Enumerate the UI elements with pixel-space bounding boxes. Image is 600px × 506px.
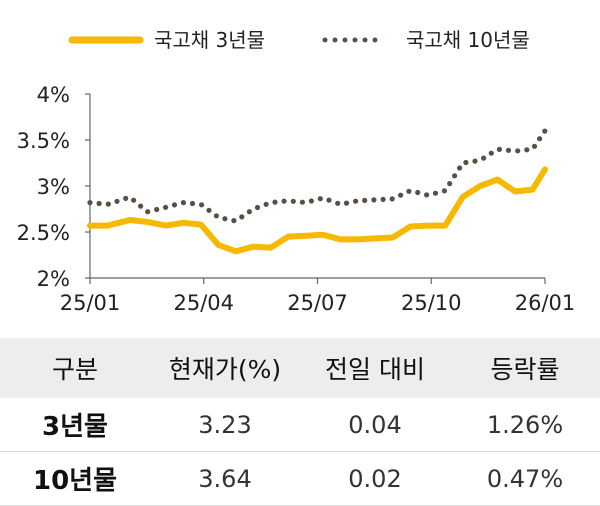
series-dot <box>272 199 278 205</box>
legend: 국고채 3년물 국고채 10년물 <box>68 28 530 52</box>
x-tick-label: 25/04 <box>173 291 234 315</box>
series-dot <box>531 143 538 149</box>
series-line-3y <box>87 166 548 255</box>
header-price: 현재가(%) <box>150 338 300 398</box>
series-layer <box>87 128 548 255</box>
row-label: 10년물 <box>0 451 150 506</box>
legend-label-10y: 국고채 10년물 <box>406 28 530 52</box>
series-dot <box>299 199 305 205</box>
table-row-3y: 3년물 3.23 0.04 1.26% <box>0 398 600 452</box>
series-dot <box>114 198 120 204</box>
series-dot <box>447 181 453 187</box>
series-dot <box>263 201 269 207</box>
series-dot <box>281 198 287 204</box>
series-dot <box>213 213 219 219</box>
series-dot <box>317 196 323 202</box>
x-tick-label: 25/01 <box>60 291 121 315</box>
series-dot <box>406 188 412 194</box>
y-tick-label: 2% <box>37 267 70 291</box>
series-dot <box>463 159 469 166</box>
series-dot <box>424 192 430 198</box>
series-dot <box>199 202 205 208</box>
series-dot <box>96 200 102 207</box>
series-dot <box>123 195 129 201</box>
series-dot <box>488 150 494 156</box>
series-dot <box>515 148 521 154</box>
series-dot <box>472 158 478 164</box>
series-dot <box>452 173 458 179</box>
series-dots-10y <box>87 128 548 224</box>
series-dot <box>222 216 228 222</box>
series-dot <box>290 198 296 204</box>
series-dot <box>398 192 404 198</box>
series-dot <box>246 209 252 215</box>
series-dot <box>481 155 487 161</box>
series-dot <box>353 198 359 204</box>
y-tick-label: 2.5% <box>17 221 70 245</box>
series-dot <box>171 202 178 208</box>
x-tick-label: 25/07 <box>287 291 348 315</box>
series-dot <box>524 147 530 153</box>
cell-price: 3.23 <box>150 398 300 452</box>
series-dot <box>189 200 196 207</box>
series-dot <box>415 189 421 196</box>
series-dot <box>206 207 212 213</box>
table-header-row: 구분 현재가(%) 전일 대비 등락률 <box>0 338 600 398</box>
cell-price: 3.64 <box>150 451 300 506</box>
bond-yield-chart: 국고채 3년물 국고채 10년물 4%3.5%3%2.5%2% 25/01 25/… <box>17 28 576 315</box>
series-dot <box>542 128 548 134</box>
series-dot <box>432 190 439 196</box>
series-dot <box>154 206 160 213</box>
header-category: 구분 <box>0 338 150 398</box>
cell-rate: 1.26% <box>450 398 600 452</box>
series-dot <box>505 147 512 153</box>
series-dot <box>343 200 350 206</box>
series-dot <box>537 136 543 142</box>
header-rate: 등락률 <box>450 338 600 398</box>
series-dot <box>389 196 395 202</box>
series-dot <box>163 204 169 210</box>
legend-label-3y: 국고채 3년물 <box>154 28 265 52</box>
series-dot <box>87 200 93 206</box>
series-dot <box>380 196 386 202</box>
series-dot <box>180 200 186 206</box>
series-dot <box>254 204 261 211</box>
cell-change: 0.02 <box>300 451 450 506</box>
x-ticks: 25/01 25/04 25/07 25/10 26/01 <box>60 278 576 315</box>
series-dot <box>239 214 245 220</box>
series-dot <box>457 165 463 171</box>
cell-rate: 0.47% <box>450 451 600 506</box>
header-change: 전일 대비 <box>300 338 450 398</box>
x-tick-label: 26/01 <box>515 291 576 315</box>
series-dot <box>231 218 237 224</box>
table-row-10y: 10년물 3.64 0.02 0.47% <box>0 451 600 506</box>
series-dot <box>145 209 151 215</box>
series-dot <box>335 200 341 206</box>
yield-table: 구분 현재가(%) 전일 대비 등락률 3년물 3.23 0.04 1.26% … <box>0 338 600 506</box>
series-dot <box>138 203 144 209</box>
series-dot <box>496 146 502 152</box>
series-dot <box>131 197 137 203</box>
series-dot <box>308 198 314 204</box>
y-ticks: 4% 3.5% 3% 2.5% 2% <box>17 83 90 291</box>
row-label: 3년물 <box>0 398 150 452</box>
y-tick-label: 4% <box>37 83 70 107</box>
series-dot <box>326 197 332 203</box>
y-tick-label: 3% <box>37 175 70 199</box>
series-dot <box>371 197 377 203</box>
series-dot <box>362 197 368 203</box>
series-dot <box>105 201 111 207</box>
series-dot <box>441 188 447 194</box>
cell-change: 0.04 <box>300 398 450 452</box>
y-tick-label: 3.5% <box>17 129 70 153</box>
x-tick-label: 25/10 <box>401 291 462 315</box>
